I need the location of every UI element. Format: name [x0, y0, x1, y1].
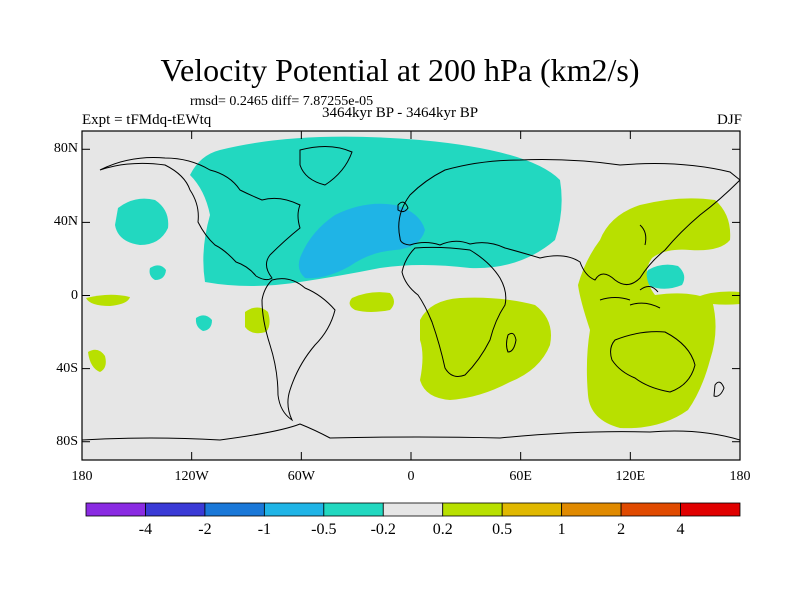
colorbar-swatch [382, 502, 444, 517]
colorbar-swatch [561, 502, 622, 517]
lon-tick-label: 60E [509, 469, 532, 484]
negative-region-pacific-west [115, 198, 169, 245]
colorbar-swatch [204, 502, 265, 517]
colorbar-label: -0.2 [370, 521, 396, 538]
colorbar-label: 0.2 [432, 521, 453, 538]
coast-antarctica [82, 423, 740, 441]
lon-tick-marks [81, 131, 741, 460]
coast-uk [397, 201, 409, 213]
plot-title: Velocity Potential at 200 hPa (km2/s) [160, 52, 640, 88]
lon-tick-label: 180 [71, 469, 93, 484]
coast-north-america [99, 157, 301, 281]
negative-region-small-2 [195, 315, 212, 331]
colorbar-swatch [263, 502, 325, 517]
colorbar-swatch [680, 502, 741, 517]
negative-region-small-1 [149, 265, 166, 280]
colorbar-label: 2 [617, 521, 626, 538]
lon-tick-label: 120E [615, 469, 646, 484]
lat-tick-label: 40N [53, 214, 78, 230]
colorbar-label: 4 [676, 521, 685, 538]
positive-region-pacific-2 [88, 349, 106, 372]
coast-new-zealand [713, 381, 725, 397]
coast-maritime-continent [599, 286, 661, 309]
positive-region-indo-pacific [578, 198, 731, 429]
positive-region-pacific-1 [86, 294, 130, 306]
experiment-label: Expt = tFMdq-tEWtq [82, 112, 212, 128]
coast-africa [401, 246, 507, 377]
lon-tick-label: 0 [407, 469, 415, 484]
colorbar-label: -1 [257, 521, 272, 538]
stats-label: rmsd= 0.2465 diff= 7.87255e-05 [190, 94, 374, 109]
positive-region-sa-west [245, 307, 270, 334]
colorbar-label: -0.5 [311, 521, 337, 538]
colorbar-swatch [501, 502, 563, 517]
lat-tick-label: 80N [53, 141, 78, 157]
lat-tick-label: 80S [56, 433, 78, 449]
coast-madagascar [506, 332, 517, 353]
center-label: 3464kyr BP - 3464kyr BP [322, 105, 479, 121]
positive-region-atlantic-eq [349, 292, 394, 312]
colorbar-label: 0.5 [492, 521, 513, 538]
colorbar-label: -4 [138, 521, 153, 538]
colorbar-swatch [145, 502, 206, 517]
coastlines [82, 146, 740, 441]
lat-tick-label: 40S [56, 360, 78, 376]
colorbar-swatch [442, 502, 503, 517]
coast-south-america [261, 278, 336, 422]
colorbar-swatch [85, 502, 146, 517]
lat-tick-marks [82, 148, 740, 443]
colorbar-label: 1 [557, 521, 566, 538]
negative-core-atlantic [298, 203, 425, 279]
negative-region-wpac [645, 264, 685, 289]
lon-tick-label: 120W [174, 469, 209, 484]
lon-tick-label: 180 [729, 469, 751, 484]
colorbar-swatch [323, 502, 384, 517]
lat-tick-label: 0 [71, 287, 78, 303]
positive-region-dateline [697, 291, 740, 305]
lon-tick-label: 60W [287, 469, 315, 484]
coast-greenland [299, 146, 353, 186]
coast-europe-asia [398, 159, 740, 285]
colorbar-label: -2 [198, 521, 212, 538]
colorbar [85, 502, 741, 517]
coast-japan [639, 224, 647, 246]
colorbar-swatch [620, 502, 681, 517]
season-label: DJF [716, 112, 742, 128]
coast-australia [610, 331, 696, 393]
contour-fields [82, 136, 740, 441]
